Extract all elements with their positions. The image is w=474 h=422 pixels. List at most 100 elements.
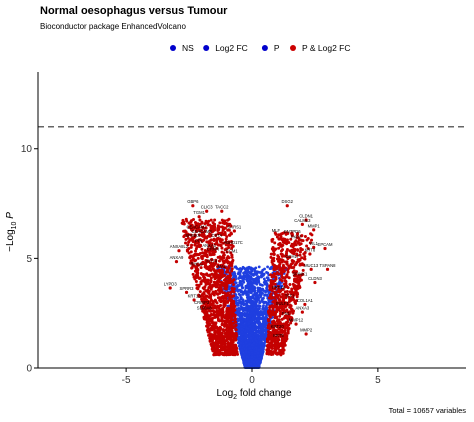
data-point-sig bbox=[297, 284, 301, 288]
y-tick-label: 5 bbox=[26, 254, 32, 265]
data-point-sig bbox=[205, 255, 209, 259]
data-point-sig bbox=[200, 257, 204, 261]
data-point-ns bbox=[263, 340, 267, 344]
data-point-ns bbox=[240, 327, 244, 331]
data-point-sig bbox=[282, 348, 286, 352]
data-point-ns bbox=[243, 289, 247, 292]
data-point-sig bbox=[283, 331, 287, 335]
data-point-sig bbox=[201, 308, 205, 312]
data-point-sig bbox=[296, 231, 300, 235]
data-point-sig bbox=[292, 266, 296, 270]
labelled-point bbox=[205, 209, 209, 213]
data-point-sig bbox=[205, 301, 209, 305]
data-point-sig bbox=[234, 346, 238, 350]
data-point-ns bbox=[240, 335, 243, 339]
data-point-ns bbox=[258, 360, 262, 364]
data-point-ns bbox=[258, 283, 262, 286]
data-point-ns bbox=[271, 315, 275, 319]
data-point-sig bbox=[230, 287, 234, 291]
data-point-sig bbox=[221, 291, 225, 295]
data-point-sig bbox=[271, 335, 275, 339]
data-point-sig bbox=[184, 237, 188, 241]
data-point-sig bbox=[297, 273, 301, 277]
data-point-sig bbox=[272, 332, 276, 336]
data-point-ns bbox=[263, 293, 267, 297]
data-point-sig bbox=[209, 296, 213, 300]
data-point-sig bbox=[283, 329, 287, 333]
data-point-ns bbox=[245, 314, 249, 318]
gene-label: EPCAM bbox=[318, 242, 333, 247]
labelled-point bbox=[200, 233, 204, 237]
data-point-ns bbox=[240, 286, 244, 290]
data-point-sig bbox=[273, 301, 277, 305]
data-point-sig bbox=[213, 242, 217, 246]
data-point-ns bbox=[261, 283, 264, 287]
data-point-sig bbox=[209, 238, 213, 242]
data-point-sig bbox=[220, 225, 224, 229]
data-point-sig bbox=[289, 321, 293, 325]
data-point-ns bbox=[242, 280, 246, 284]
data-point-ns bbox=[261, 268, 265, 272]
labelled-point bbox=[308, 252, 312, 256]
data-point-sig bbox=[265, 344, 269, 348]
data-point-sig bbox=[195, 273, 199, 277]
data-point-sig bbox=[222, 319, 226, 323]
data-point-ns bbox=[263, 321, 266, 325]
data-point-sig bbox=[214, 289, 218, 293]
data-point-ns bbox=[236, 312, 239, 315]
labelled-point bbox=[207, 248, 211, 252]
data-point-sig bbox=[224, 243, 228, 247]
data-point-sig bbox=[210, 258, 214, 262]
data-point-sig bbox=[225, 332, 229, 336]
data-point-sig bbox=[195, 286, 199, 290]
labelled-point bbox=[220, 209, 224, 213]
data-point-sig bbox=[277, 233, 281, 237]
data-point-sig bbox=[234, 343, 238, 347]
labelled-point bbox=[313, 280, 317, 285]
data-point-ns bbox=[245, 270, 248, 274]
data-point-sig bbox=[197, 294, 201, 298]
data-point-sig bbox=[284, 296, 288, 300]
data-point-sig bbox=[267, 333, 271, 337]
data-point-sig bbox=[223, 295, 227, 299]
data-point-sig bbox=[210, 244, 214, 248]
data-point-ns bbox=[238, 279, 242, 283]
labelled-point bbox=[304, 332, 308, 336]
gene-label: VIL1 bbox=[309, 241, 318, 246]
data-point-sig bbox=[198, 276, 202, 280]
data-point-sig bbox=[286, 286, 290, 290]
data-point-sig bbox=[218, 280, 222, 284]
data-point-sig bbox=[202, 302, 206, 306]
data-point-sig bbox=[220, 340, 224, 344]
data-point-ns bbox=[258, 350, 262, 354]
data-point-sig bbox=[272, 329, 276, 333]
data-point-sig bbox=[218, 221, 222, 225]
labelled-point bbox=[298, 276, 302, 280]
data-point-ns bbox=[241, 265, 245, 269]
data-point-ns bbox=[261, 274, 265, 277]
data-point-sig bbox=[233, 324, 237, 328]
data-point-sig bbox=[282, 343, 286, 347]
data-point-sig bbox=[221, 310, 225, 314]
data-point-sig bbox=[279, 243, 283, 247]
data-point-sig bbox=[294, 262, 298, 266]
data-point-sig bbox=[224, 247, 228, 251]
data-point-ns bbox=[258, 321, 262, 325]
data-point-sig bbox=[295, 252, 299, 256]
gene-label: SULF1 bbox=[276, 301, 290, 306]
data-point-ns bbox=[246, 284, 250, 288]
data-point-ns bbox=[239, 341, 243, 345]
data-point-ns bbox=[248, 285, 252, 289]
labelled-point bbox=[275, 329, 279, 333]
data-point-sig bbox=[188, 256, 192, 260]
data-point-sig bbox=[225, 250, 229, 254]
data-point-sig bbox=[215, 283, 219, 287]
labelled-point bbox=[174, 260, 179, 264]
data-point-sig bbox=[281, 330, 285, 334]
data-point-ns bbox=[244, 350, 248, 354]
labelled-point bbox=[211, 251, 215, 255]
data-point-ns bbox=[227, 286, 231, 290]
gene-label: ANXA3 bbox=[295, 306, 309, 311]
data-point-ns bbox=[254, 266, 258, 270]
